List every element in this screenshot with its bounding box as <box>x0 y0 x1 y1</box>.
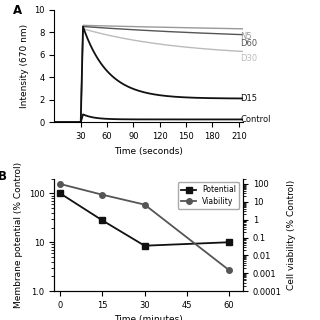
Y-axis label: Cell viability (% Control): Cell viability (% Control) <box>287 180 296 290</box>
X-axis label: Time (seconds): Time (seconds) <box>114 147 183 156</box>
Viability <box>227 268 231 272</box>
Line: Potential: Potential <box>57 190 232 249</box>
Text: D60: D60 <box>241 39 258 48</box>
Text: Control: Control <box>241 115 271 124</box>
Line: Viability: Viability <box>57 181 232 273</box>
Legend: Potential, Viability: Potential, Viability <box>178 182 239 209</box>
Viability <box>100 193 104 196</box>
Text: B: B <box>0 170 7 182</box>
Text: D30: D30 <box>241 53 258 62</box>
Text: A: A <box>13 4 22 17</box>
Potential <box>100 219 104 222</box>
Text: D15: D15 <box>241 94 258 103</box>
Y-axis label: Intensity (670 nm): Intensity (670 nm) <box>20 24 28 108</box>
X-axis label: Time (minutes): Time (minutes) <box>115 316 183 320</box>
Potential <box>58 191 62 195</box>
Viability <box>143 203 147 206</box>
Text: N5: N5 <box>241 32 252 41</box>
Y-axis label: Membrane potential (% Control): Membrane potential (% Control) <box>14 162 23 308</box>
Potential <box>143 244 147 248</box>
Viability <box>58 182 62 186</box>
Potential <box>227 240 231 244</box>
